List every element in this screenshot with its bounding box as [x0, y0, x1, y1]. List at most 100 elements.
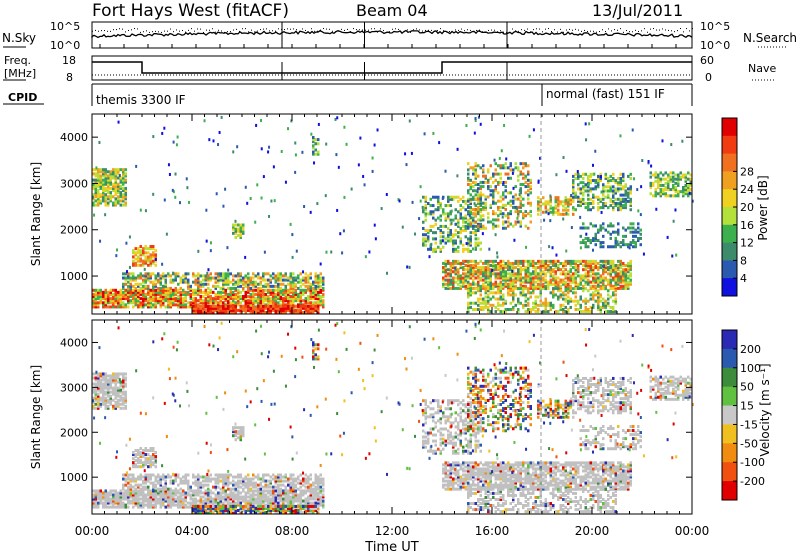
power-cell — [267, 308, 270, 312]
power-cell — [224, 274, 227, 278]
power-cell — [479, 272, 482, 276]
power-cell — [127, 288, 130, 292]
power-cell — [587, 307, 590, 311]
power-cell — [614, 274, 617, 278]
power-cell — [205, 208, 208, 212]
power-cell — [482, 201, 485, 205]
power-cell — [169, 295, 172, 299]
power-cell — [309, 292, 312, 296]
power-cell — [494, 276, 497, 280]
velocity-cell — [177, 489, 180, 493]
velocity-cell — [157, 493, 160, 497]
velocity-cell — [124, 489, 127, 493]
power-cell — [649, 183, 652, 187]
power-cell — [509, 191, 512, 195]
power-cell — [494, 162, 497, 166]
power-cell — [629, 261, 632, 265]
power-cell — [602, 201, 605, 205]
power-cell — [277, 311, 280, 314]
power-cell — [294, 299, 297, 303]
velocity-cell — [214, 495, 217, 499]
velocity-cell — [107, 400, 110, 404]
power-cell — [302, 276, 305, 280]
power-cell — [313, 161, 316, 165]
power-cell — [499, 210, 502, 214]
power-cell — [127, 284, 130, 288]
velocity-cell — [107, 374, 110, 378]
colorbar-swatch — [722, 224, 737, 244]
power-cell — [614, 191, 617, 195]
nsky-point — [656, 29, 657, 31]
power-cell — [137, 284, 140, 288]
velocity-cell — [97, 396, 100, 400]
power-cell — [607, 268, 610, 272]
velocity-cell — [189, 503, 192, 507]
power-cell — [314, 284, 317, 288]
power-cell — [194, 301, 197, 305]
power-cell — [477, 243, 480, 247]
velocity-cell — [112, 406, 115, 410]
power-cell — [474, 197, 477, 201]
power-cell — [537, 266, 540, 270]
power-cell — [99, 301, 102, 305]
power-cell — [289, 301, 292, 305]
power-cell — [247, 286, 250, 290]
power-cell — [507, 276, 510, 280]
power-cell — [474, 233, 477, 237]
power-cell — [469, 201, 472, 205]
power-cell — [569, 289, 572, 293]
power-cell — [572, 278, 575, 282]
velocity-cell — [102, 384, 105, 388]
power-cell — [259, 304, 262, 308]
power-cell — [497, 207, 500, 211]
power-cell — [534, 272, 537, 276]
power-cell — [282, 274, 285, 278]
power-cell — [287, 292, 290, 296]
nsky-point — [164, 30, 165, 32]
power-cell — [562, 280, 565, 284]
power-cell — [622, 204, 625, 208]
nsky-point — [536, 28, 537, 30]
velocity-cell — [104, 376, 107, 380]
power-cell — [592, 268, 595, 272]
nsky-point — [329, 28, 330, 30]
power-cell — [422, 241, 425, 245]
power-cell — [537, 303, 540, 307]
power-cell — [482, 180, 485, 184]
nsky-point — [155, 30, 156, 32]
power-cell — [582, 201, 585, 205]
power-cell — [649, 192, 652, 196]
velocity-cell — [94, 505, 97, 509]
power-cell — [624, 274, 627, 278]
power-cell — [499, 310, 502, 314]
velocity-cell — [159, 499, 162, 503]
power-cell — [617, 201, 620, 205]
power-cell — [317, 286, 320, 290]
power-cell — [97, 295, 100, 299]
power-cell — [262, 272, 265, 276]
power-cell — [569, 287, 572, 291]
velocity-cell — [114, 378, 117, 382]
power-cell — [297, 286, 300, 290]
power-cell — [194, 274, 197, 278]
power-cell — [99, 195, 102, 199]
power-cell — [192, 290, 195, 294]
power-cell — [494, 233, 497, 237]
power-cell — [514, 261, 517, 265]
nsky-point — [629, 31, 630, 33]
power-cell — [479, 241, 482, 245]
power-cell — [397, 198, 400, 202]
power-cell — [139, 245, 142, 249]
power-cell — [589, 266, 592, 270]
velocity-cell — [182, 489, 185, 493]
power-cell — [492, 286, 495, 290]
power-cell — [122, 276, 125, 280]
power-cell — [688, 191, 691, 195]
power-cell — [289, 288, 292, 292]
power-cell — [142, 286, 145, 290]
nsky-point — [545, 28, 546, 30]
power-cell — [547, 310, 550, 314]
power-cell — [282, 301, 285, 305]
power-cell — [309, 272, 312, 276]
power-cell — [226, 246, 229, 250]
